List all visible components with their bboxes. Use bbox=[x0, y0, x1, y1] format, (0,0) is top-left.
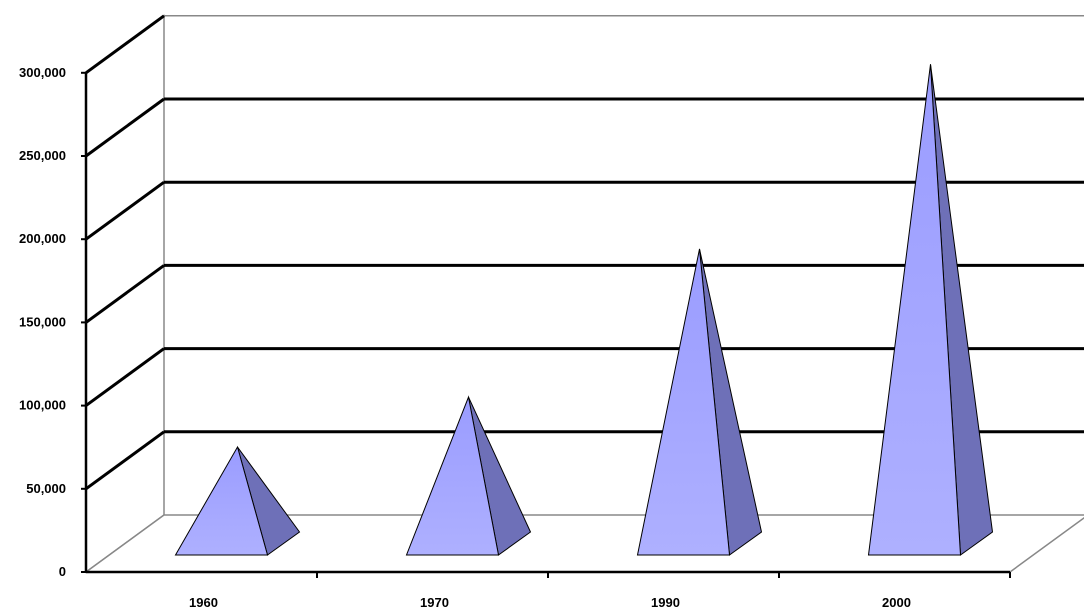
y-tick-label: 0 bbox=[59, 564, 66, 579]
gridline-wall bbox=[85, 347, 165, 407]
pyramid-front-face bbox=[636, 248, 731, 556]
x-tick-label: 1990 bbox=[651, 595, 680, 610]
gridline-wall bbox=[85, 14, 165, 75]
pyramid-bar-1960 bbox=[174, 445, 301, 556]
pyramid-marks bbox=[174, 64, 994, 556]
pyramid-bar-1990 bbox=[636, 248, 763, 556]
gridline-wall bbox=[85, 97, 165, 158]
pyramid-front-face bbox=[405, 395, 500, 556]
y-tick-label: 300,000 bbox=[19, 65, 66, 80]
y-tick-label: 100,000 bbox=[19, 398, 66, 413]
x-tick-label: 2000 bbox=[882, 595, 911, 610]
x-axis: 1960 1970 1990 2000 bbox=[189, 572, 1011, 610]
y-tick-label: 150,000 bbox=[19, 314, 66, 329]
pyramid-bar-1970 bbox=[405, 395, 532, 556]
x-tick-label: 1960 bbox=[189, 595, 218, 610]
pyramid-front-face bbox=[867, 64, 962, 556]
gridline-wall bbox=[85, 180, 165, 241]
gridline-wall bbox=[85, 264, 165, 324]
gridline-wall bbox=[85, 430, 165, 491]
y-tick-label: 50,000 bbox=[26, 481, 66, 496]
pyramid-front-face bbox=[174, 445, 269, 556]
x-tick-label: 1970 bbox=[420, 595, 449, 610]
y-tick-label: 250,000 bbox=[19, 148, 66, 163]
pyramid-bar-2000 bbox=[867, 64, 994, 556]
y-tick-label: 200,000 bbox=[19, 231, 66, 246]
y-axis: 0 50,000 100,000 150,000 200,000 250,000 300,0… bbox=[19, 65, 86, 579]
